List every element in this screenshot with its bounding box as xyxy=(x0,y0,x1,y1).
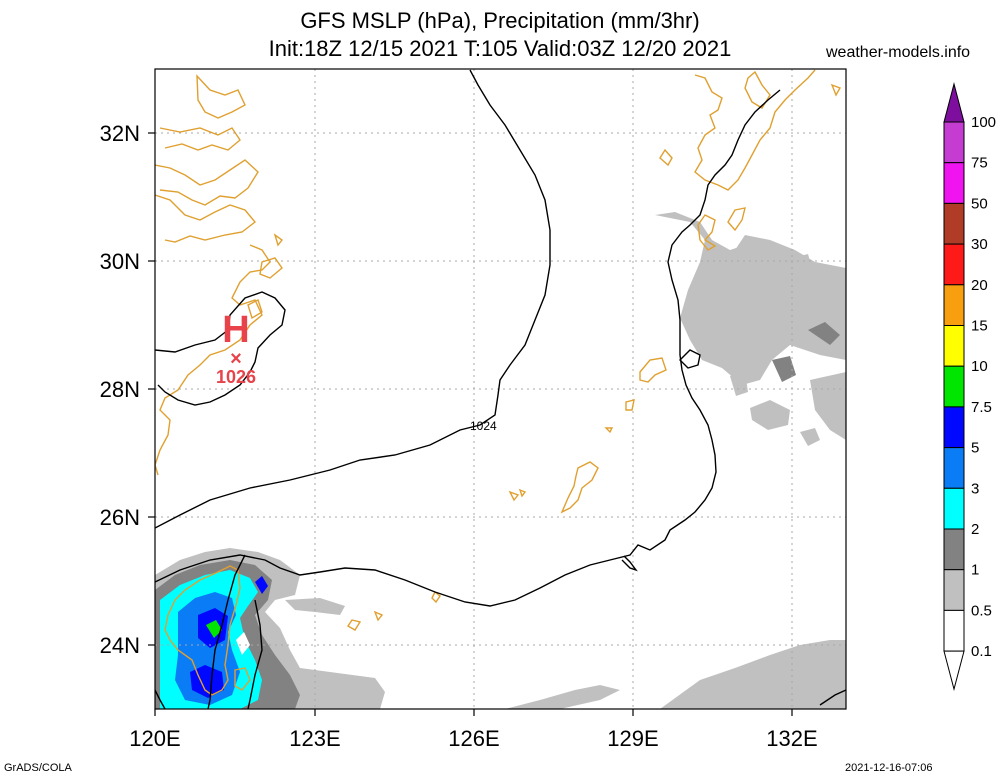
axis-ticks xyxy=(148,132,793,716)
coastlines xyxy=(155,69,842,696)
high-pressure-center: H × 1026 xyxy=(216,309,256,387)
precip-area-ne xyxy=(655,212,846,385)
high-center-marker: × xyxy=(230,348,242,370)
isobar-1024-high xyxy=(155,291,286,406)
legend-swatch xyxy=(943,325,965,367)
chart-title: GFS MSLP (hPa), Precipitation (mm/3hr) xyxy=(300,8,700,33)
legend-swatch xyxy=(943,447,965,489)
software-credit: GrADS/COLA xyxy=(4,762,72,774)
lat-label: 32N xyxy=(100,121,140,146)
precip-area-sw-green xyxy=(206,620,222,638)
isobar-taiwan xyxy=(207,554,246,709)
legend-label: 3 xyxy=(971,480,979,497)
isobars xyxy=(155,69,846,709)
chart-subtitle: Init:18Z 12/15 2021 T:105 Valid:03Z 12/2… xyxy=(268,36,732,61)
lon-label: 123E xyxy=(289,726,340,751)
legend-label: 7.5 xyxy=(971,399,992,416)
legend-swatch xyxy=(943,528,965,571)
precip-area-sw-blue3c xyxy=(255,576,268,594)
legend-swatch xyxy=(943,121,965,164)
precip-legend: 100 75 50 30 20 15 10 7.5 5 3 2 1 0.5 0.1 xyxy=(943,82,996,692)
legend-swatch xyxy=(943,406,965,449)
site-credit: weather-models.info xyxy=(826,44,971,61)
legend-swatch xyxy=(943,284,965,326)
lon-label: 120E xyxy=(129,726,180,751)
lat-label: 28N xyxy=(100,377,140,402)
lon-label: 132E xyxy=(766,726,817,751)
isobar-1024 xyxy=(155,69,551,529)
high-pressure-value: 1026 xyxy=(216,367,256,387)
legend-label: 0.5 xyxy=(971,602,992,619)
high-symbol: H xyxy=(222,309,249,351)
precip-area-e xyxy=(810,372,846,440)
precip-area-e4 xyxy=(730,372,748,396)
precip-area-s xyxy=(505,685,620,709)
lat-label: 24N xyxy=(100,633,140,658)
precip-area-sw-blue3b xyxy=(190,665,224,698)
legend-arrow-top xyxy=(943,82,965,123)
legend-swatch xyxy=(943,487,965,530)
precip-area-se xyxy=(660,640,846,709)
legend-swatch xyxy=(943,609,965,652)
precip-area-sw-core xyxy=(236,632,250,655)
legend-swatch xyxy=(943,243,965,286)
precip-area-e2 xyxy=(750,400,790,430)
legend-label: 10 xyxy=(971,358,988,375)
lon-label: 129E xyxy=(607,726,658,751)
precipitation-field xyxy=(155,212,846,709)
legend-swatch xyxy=(943,365,965,408)
legend-arrow-bottom xyxy=(943,650,965,692)
legend-label: 0.1 xyxy=(971,643,992,660)
legend-label: 2 xyxy=(971,521,979,538)
isobar-south xyxy=(155,689,166,709)
precip-area-e5 xyxy=(792,254,812,272)
isobar-label: 1024 xyxy=(470,419,497,433)
precip-area-dark1 xyxy=(808,322,840,345)
legend-label: 75 xyxy=(971,155,988,172)
render-timestamp: 2021-12-16-07:06 xyxy=(845,762,933,774)
precip-area-sw-b xyxy=(285,598,345,615)
legend-label: 50 xyxy=(971,195,988,212)
legend-swatch xyxy=(943,569,965,611)
legend-label: 30 xyxy=(971,236,988,253)
lat-label: 30N xyxy=(100,249,140,274)
lat-label: 26N xyxy=(100,505,140,530)
legend-label: 5 xyxy=(971,440,979,457)
legend-label: 15 xyxy=(971,318,988,335)
legend-swatch xyxy=(943,202,965,245)
axis-labels: 32N 30N 28N 26N 24N 120E 123E 126E 129E … xyxy=(100,121,818,751)
lon-label: 126E xyxy=(448,726,499,751)
isobar-1022 xyxy=(155,89,781,607)
precip-area-e3 xyxy=(800,428,820,446)
precip-area-ne2 xyxy=(735,235,846,300)
legend-label: 100 xyxy=(971,114,996,131)
precip-area-dark2 xyxy=(772,356,796,382)
legend-label: 1 xyxy=(971,562,979,579)
legend-swatch xyxy=(943,162,965,204)
legend-label: 20 xyxy=(971,277,988,294)
